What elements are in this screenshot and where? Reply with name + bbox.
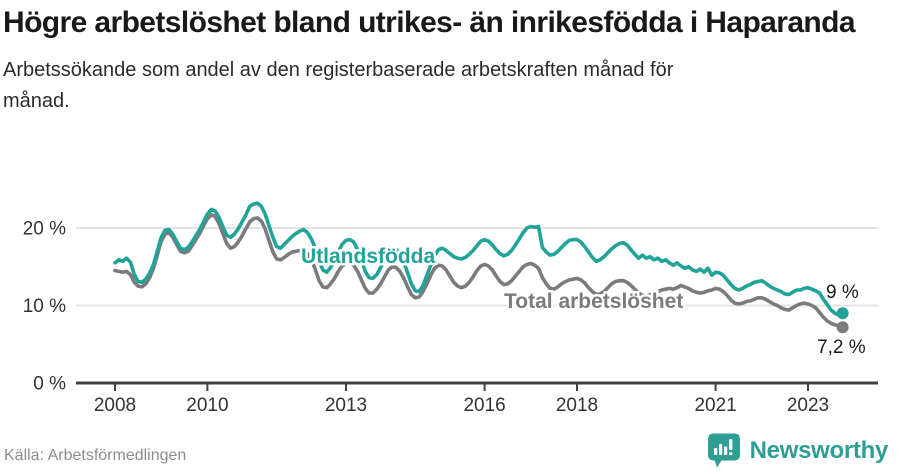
x-axis-label-2013: 2013 bbox=[325, 395, 367, 416]
x-axis-label-2023: 2023 bbox=[787, 395, 829, 416]
y-axis-label-20: 20 % bbox=[23, 219, 66, 240]
y-axis-label-10: 10 % bbox=[23, 296, 66, 317]
series-end-dot-utlandsfodda bbox=[836, 307, 849, 320]
series-line-total bbox=[113, 213, 845, 330]
x-axis-label-2018: 2018 bbox=[556, 395, 598, 416]
newsworthy-icon bbox=[707, 433, 740, 468]
series-label-total: Total arbetslöshet bbox=[504, 290, 683, 313]
end-value-total: 7,2 % bbox=[817, 337, 866, 358]
brand-logo: Newsworthy bbox=[706, 432, 888, 469]
x-axis-label-2008: 2008 bbox=[94, 395, 136, 416]
end-value-utlandsfodda: 9 % bbox=[826, 282, 859, 303]
chart-subtitle: Arbetssökande som andel av den registerb… bbox=[3, 58, 674, 112]
y-axis-label-0: 0 % bbox=[33, 374, 66, 395]
series-line-utlandsfodda bbox=[113, 201, 845, 317]
series-end-dot-total bbox=[836, 321, 849, 334]
x-axis-label-2010: 2010 bbox=[186, 395, 228, 416]
x-axis-label-2016: 2016 bbox=[463, 395, 505, 416]
series-label-utlandsfodda: Utlandsfödda bbox=[301, 245, 435, 268]
source-note: Källa: Arbetsförmedlingen bbox=[4, 447, 187, 464]
chart-header: Högre arbetslöshet bland utrikes- än inr… bbox=[3, 4, 856, 117]
chart-title: Högre arbetslöshet bland utrikes- än inr… bbox=[3, 6, 856, 39]
brand-name: Newsworthy bbox=[749, 436, 889, 464]
x-axis-label-2021: 2021 bbox=[694, 395, 736, 416]
